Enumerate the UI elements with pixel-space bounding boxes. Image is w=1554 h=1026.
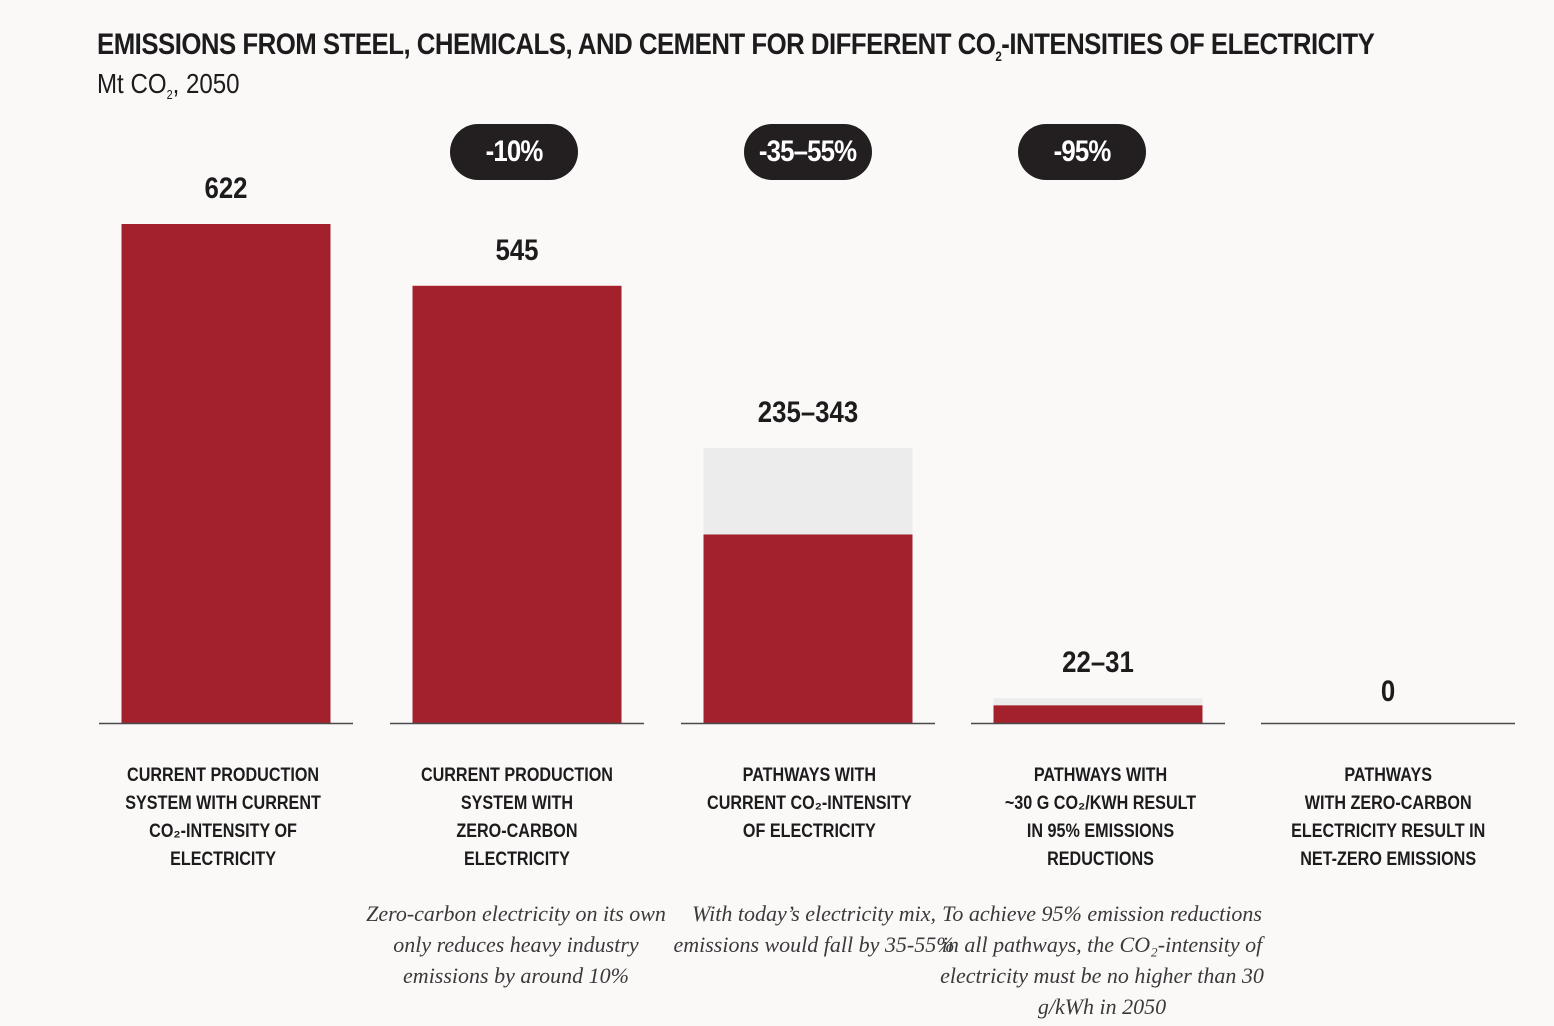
value-bar xyxy=(993,705,1203,723)
value-bar xyxy=(121,224,331,723)
reduction-badge: -95% xyxy=(1018,124,1146,180)
chart-title: EMISSIONS FROM STEEL, CHEMICALS, AND CEM… xyxy=(97,28,1375,64)
value-label: 622 xyxy=(204,171,247,204)
reduction-badge: -10% xyxy=(450,124,578,180)
value-label: 235–343 xyxy=(758,395,858,428)
range-bar xyxy=(993,698,1203,706)
category-label: CURRENT PRODUCTION SYSTEM WITH CURRENT C… xyxy=(125,765,321,870)
annotation-note: With today’s electricity mix, emissions … xyxy=(673,901,955,957)
value-bar xyxy=(412,285,622,723)
value-bar xyxy=(703,534,913,723)
category-label: PATHWAYS WITH ZERO-CARBON ELECTRICITY RE… xyxy=(1290,765,1486,870)
chart-subtitle: Mt CO2, 2050 xyxy=(97,68,240,103)
category-label: CURRENT PRODUCTION SYSTEM WITH ZERO-CARB… xyxy=(420,765,613,870)
value-label: 22–31 xyxy=(1062,645,1134,678)
category-label: PATHWAYS WITH CURRENT CO₂-INTENSITY OF E… xyxy=(706,765,912,842)
range-bar xyxy=(703,447,913,535)
value-label: 545 xyxy=(495,233,538,266)
annotation-note: Zero-carbon electricity on its own only … xyxy=(366,901,666,988)
reduction-badge: -35–55% xyxy=(744,124,872,180)
category-label: PATHWAYS WITH ~30 G CO₂/kWh RESULT IN 95… xyxy=(1005,765,1197,870)
annotation-note: To achieve 95% emission reductions in al… xyxy=(940,901,1264,1019)
value-label: 0 xyxy=(1381,674,1395,707)
